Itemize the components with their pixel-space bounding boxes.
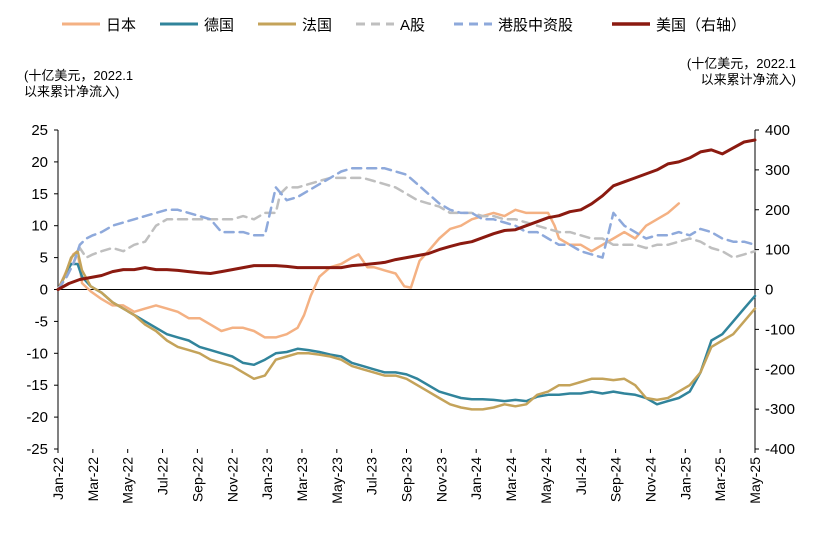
left-tick-label: 5 xyxy=(40,250,48,267)
x-tick-label: May-23 xyxy=(329,457,345,504)
right-unit-line: 以来累计净流入) xyxy=(701,72,796,87)
left-tick-label: 15 xyxy=(31,186,48,203)
x-tick-label: Nov-24 xyxy=(642,457,658,502)
x-tick-label: Mar-22 xyxy=(85,457,101,502)
right-tick-label: 200 xyxy=(765,202,790,219)
legend: 日本 德国 法国 A股 港股中资股 美国（右轴） xyxy=(62,16,746,34)
legend-label-2: 法国 xyxy=(302,17,332,34)
legend-label-1: 德国 xyxy=(204,16,234,34)
left-tick-label: -15 xyxy=(26,377,48,394)
x-tick-label: Sep-22 xyxy=(189,457,205,502)
legend-label-0: 日本 xyxy=(106,17,136,34)
legend-label-4: 港股中资股 xyxy=(498,17,573,34)
right-unit-line: (十亿美元，2022.1 xyxy=(687,56,796,71)
x-tick-label: Mar-24 xyxy=(503,457,519,502)
right-tick-label: 300 xyxy=(765,162,790,179)
tick-labels: 25 20 15 10 5 0 -5 -10 -15 -20 -25 400 300 200 100 0 -10… xyxy=(26,122,795,504)
legend-label-5: 美国（右轴） xyxy=(656,17,746,34)
left-tick-label: -10 xyxy=(26,345,48,362)
series-line-2 xyxy=(56,249,757,411)
x-tick-label: Mar-25 xyxy=(712,457,728,502)
left-tick-label: -25 xyxy=(26,441,48,458)
x-tick-label: Jul-22 xyxy=(155,457,171,495)
right-tick-label: -100 xyxy=(765,321,795,338)
x-tick-label: Sep-24 xyxy=(608,457,624,502)
series-line-4 xyxy=(56,167,757,291)
series-line-0 xyxy=(56,202,681,339)
series-line-3 xyxy=(56,176,757,291)
x-tick-label: Jan-25 xyxy=(677,457,693,500)
x-tick-label: Nov-23 xyxy=(433,457,449,502)
right-tick-label: 400 xyxy=(765,122,790,139)
x-tick-label: Sep-23 xyxy=(399,457,415,502)
x-tick-label: Mar-23 xyxy=(294,457,310,502)
left-unit-line: 以来累计净流入) xyxy=(24,84,119,99)
left-tick-label: -5 xyxy=(35,313,48,330)
left-tick-label: 0 xyxy=(40,282,48,299)
x-tick-label: Jan-22 xyxy=(50,457,66,500)
left-tick-label: -20 xyxy=(26,409,48,426)
right-tick-label: -400 xyxy=(765,441,795,458)
right-tick-label: 0 xyxy=(765,282,773,299)
left-tick-label: 20 xyxy=(31,154,48,171)
x-tick-label: Jul-24 xyxy=(573,457,589,495)
right-tick-label: 100 xyxy=(765,242,790,259)
left-tick-label: 10 xyxy=(31,218,48,235)
x-tick-label: Jan-23 xyxy=(259,457,275,500)
right-tick-label: -300 xyxy=(765,401,795,418)
x-tick-label: Jul-23 xyxy=(364,457,380,495)
x-tick-label: May-24 xyxy=(538,457,554,504)
x-tick-label: Nov-22 xyxy=(224,457,240,502)
legend-label-3: A股 xyxy=(400,17,425,34)
right-tick-label: -200 xyxy=(765,361,795,378)
x-tick-label: May-22 xyxy=(120,457,136,504)
series-line-5 xyxy=(56,138,757,291)
series-lines xyxy=(56,138,757,411)
axes xyxy=(54,129,759,453)
left-tick-label: 25 xyxy=(31,122,48,139)
x-tick-label: Jan-24 xyxy=(468,457,484,500)
left-unit-line: (十亿美元，2022.1 xyxy=(24,68,133,83)
x-tick-label: May-25 xyxy=(747,457,763,504)
series-line-1 xyxy=(56,262,757,406)
